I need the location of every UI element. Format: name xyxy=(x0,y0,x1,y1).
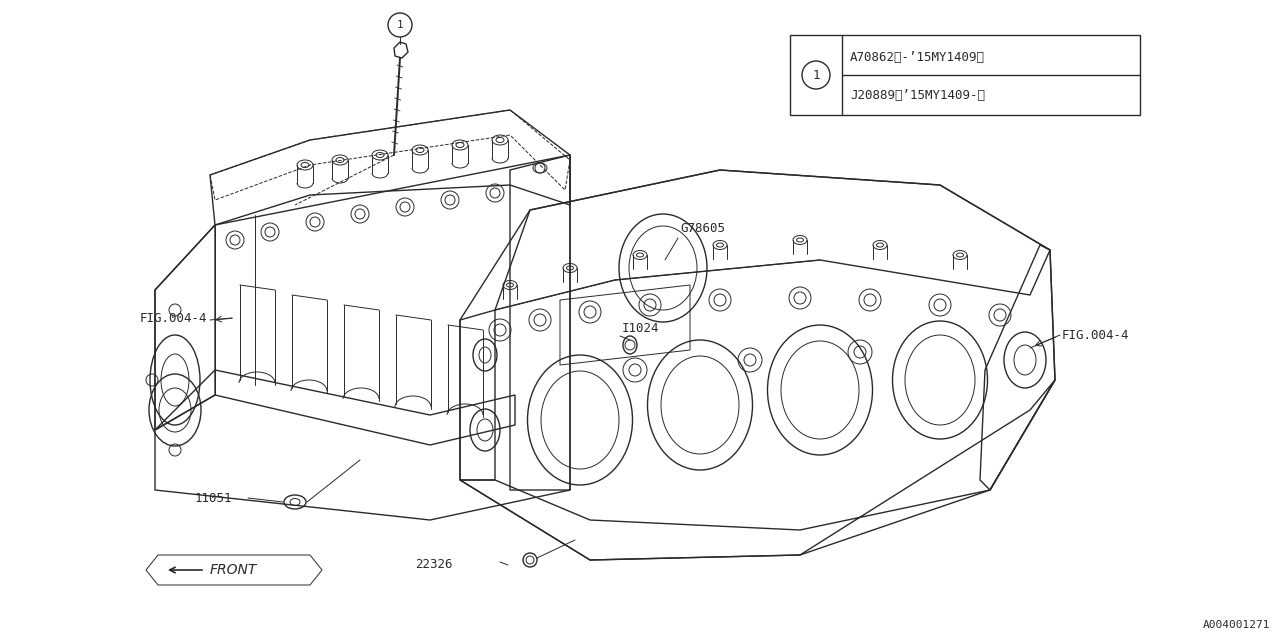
Text: FIG.004-4: FIG.004-4 xyxy=(1062,328,1129,342)
Text: 11051: 11051 xyxy=(195,492,233,504)
Text: 22326: 22326 xyxy=(415,559,453,572)
Text: J20889（’15MY1409-）: J20889（’15MY1409-） xyxy=(850,88,986,102)
Text: G78605: G78605 xyxy=(680,221,724,234)
Text: FIG.004-4: FIG.004-4 xyxy=(140,312,207,324)
Text: A70862（-’15MY1409）: A70862（-’15MY1409） xyxy=(850,51,986,63)
Text: 1: 1 xyxy=(813,68,819,81)
Text: I1024: I1024 xyxy=(622,321,659,335)
Text: 1: 1 xyxy=(397,20,403,30)
Text: FRONT: FRONT xyxy=(210,563,257,577)
Text: A004001271: A004001271 xyxy=(1202,620,1270,630)
